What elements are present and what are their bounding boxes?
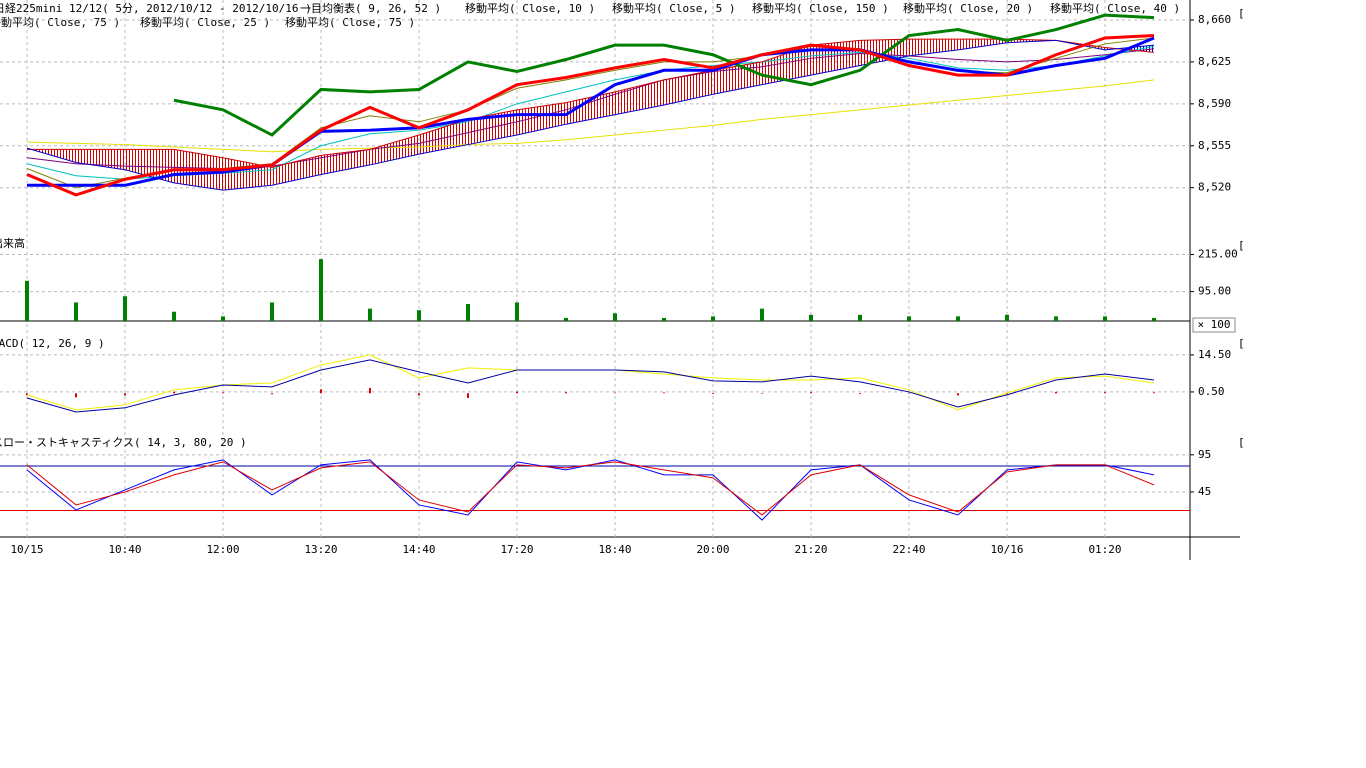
line (27, 462, 1154, 515)
line (27, 360, 1154, 412)
bar (124, 393, 126, 395)
x-tick-label: 22:40 (892, 543, 925, 556)
legend-entry: 移動平均( Close, 150 ) (752, 1, 889, 15)
bar (810, 392, 812, 393)
bar (75, 393, 77, 397)
bar (74, 302, 78, 321)
bar (271, 393, 273, 394)
bar (858, 315, 862, 321)
y-tick-label: 8,625 (1198, 55, 1231, 68)
bar (613, 313, 617, 321)
bar (761, 393, 763, 394)
bar (565, 392, 567, 393)
bar (1152, 318, 1156, 321)
bar (1104, 392, 1106, 393)
bar (369, 388, 371, 393)
bar (515, 302, 519, 321)
bar (173, 392, 175, 394)
bar (908, 393, 910, 394)
bar (221, 316, 225, 321)
legend-entry: 移動平均( Close, 25 ) (140, 15, 270, 29)
bar (1005, 315, 1009, 321)
bar (760, 309, 764, 321)
scale-label: × 100 (1197, 318, 1230, 331)
panel-title: 出来高 (0, 236, 25, 250)
bar (564, 318, 568, 321)
axis-bracket: [ (1238, 7, 1245, 20)
x-tick-label: 10:40 (108, 543, 141, 556)
bar (614, 393, 616, 394)
y-tick-label: 0.50 (1198, 385, 1225, 398)
y-tick-label: 8,520 (1198, 181, 1231, 194)
bar (1055, 392, 1057, 393)
bar (809, 315, 813, 321)
y-tick-label: 45 (1198, 485, 1211, 498)
panel-title: スロー・ストキャスティクス( 14, 3, 80, 20 ) (0, 436, 247, 449)
bar (516, 392, 518, 394)
legend-entry: 移動平均( Close, 5 ) (612, 1, 735, 15)
bar (368, 309, 372, 321)
bar (956, 316, 960, 321)
bar (1054, 316, 1058, 321)
cloud (517, 103, 566, 135)
legend-entry: 移動平均( Close, 75 ) (0, 15, 120, 29)
bar (270, 302, 274, 321)
legend-entry: 移動平均( Close, 40 ) (1050, 1, 1180, 15)
bar (222, 392, 224, 393)
x-tick-label: 21:20 (794, 543, 827, 556)
bar (418, 393, 420, 395)
legend-entry: 一目均衡表( 9, 26, 52 ) (300, 1, 441, 15)
x-tick-label: 10/16 (990, 543, 1023, 556)
cloud (958, 39, 1007, 50)
bar (662, 318, 666, 321)
x-tick-label: 01:20 (1088, 543, 1121, 556)
bar (123, 296, 127, 321)
axis-bracket: [ (1238, 337, 1245, 350)
y-tick-label: 95.00 (1198, 285, 1231, 298)
x-tick-label: 20:00 (696, 543, 729, 556)
bar (859, 393, 861, 394)
legend-entry: 移動平均( Close, 10 ) (465, 1, 595, 15)
cloud (76, 149, 125, 169)
bar (663, 392, 665, 393)
y-tick-label: 8,660 (1198, 13, 1231, 26)
legend-entry: 移動平均( Close, 75 ) (285, 15, 415, 29)
x-tick-label: 18:40 (598, 543, 631, 556)
panel-title: 日経225mini 12/12( 5分, 2012/10/12 - 2012/1… (0, 2, 312, 15)
x-tick-label: 14:40 (402, 543, 435, 556)
bar (712, 393, 714, 394)
line (27, 355, 1154, 410)
bar (467, 393, 469, 398)
y-tick-label: 8,590 (1198, 97, 1231, 110)
bar (466, 304, 470, 321)
x-tick-label: 17:20 (500, 543, 533, 556)
axis-bracket: [ (1238, 239, 1245, 252)
legend-entry: 移動平均( Close, 20 ) (903, 1, 1033, 15)
cloud (370, 135, 419, 165)
x-tick-label: 12:00 (206, 543, 239, 556)
y-tick-label: 215.00 (1198, 248, 1238, 261)
bar (1103, 316, 1107, 321)
y-tick-label: 95 (1198, 448, 1211, 461)
y-tick-label: 14.50 (1198, 348, 1231, 361)
bar (319, 259, 323, 321)
bar (907, 316, 911, 321)
bar (25, 281, 29, 321)
bar (417, 310, 421, 321)
y-tick-label: 8,555 (1198, 139, 1231, 152)
bar (1153, 392, 1155, 393)
axis-bracket: [ (1238, 436, 1245, 449)
bar (320, 389, 322, 393)
bar (711, 316, 715, 321)
bar (957, 393, 959, 395)
bar (172, 312, 176, 321)
x-tick-label: 13:20 (304, 543, 337, 556)
panel-title: MACD( 12, 26, 9 ) (0, 337, 105, 350)
x-tick-label: 10/15 (10, 543, 43, 556)
